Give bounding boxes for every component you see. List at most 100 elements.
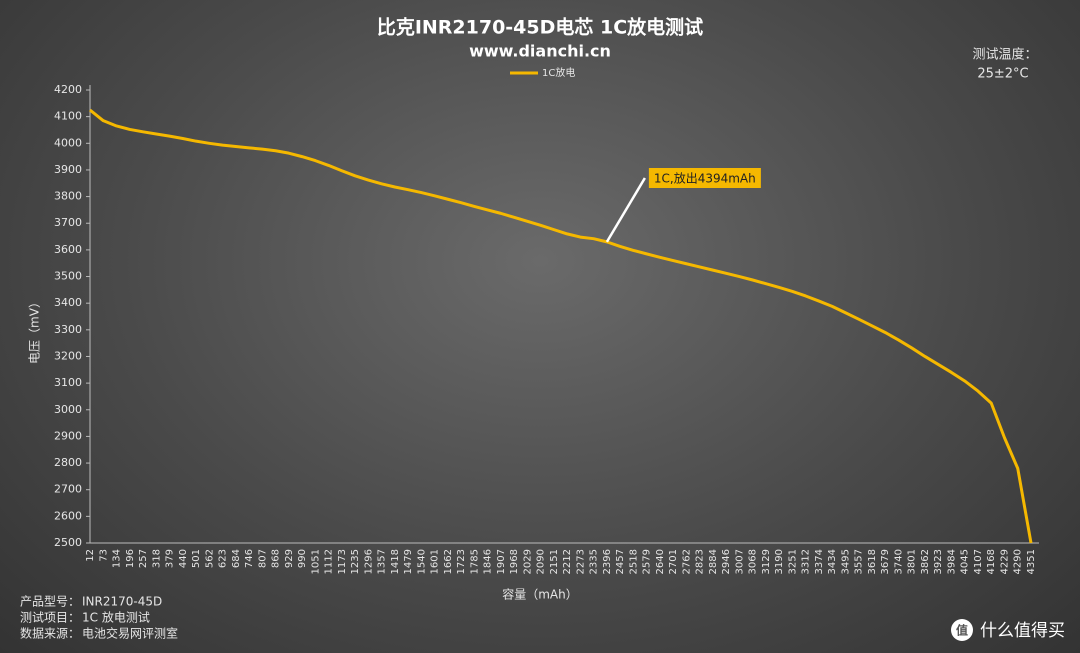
- x-tick-label: 1173: [337, 549, 348, 574]
- watermark: 什么值得买: [980, 621, 1065, 641]
- x-tick-label: 2762: [681, 549, 692, 574]
- note: 测试温度：: [972, 47, 1037, 63]
- x-tick-label: 2946: [721, 549, 732, 574]
- annotation-box: [648, 168, 761, 188]
- x-tick-label: 257: [138, 549, 149, 568]
- x-tick-label: 2090: [536, 549, 547, 574]
- x-tick-label: 2701: [668, 549, 679, 574]
- x-tick-label: 2151: [549, 549, 560, 574]
- x-tick-label: 623: [218, 549, 229, 568]
- x-tick-label: 3984: [946, 549, 957, 574]
- y-tick-label: 2500: [54, 536, 82, 549]
- note: 25±2°C: [977, 67, 1028, 82]
- x-tick-label: 2457: [615, 549, 626, 574]
- x-tick-label: 3557: [854, 549, 865, 574]
- x-tick-label: 684: [231, 549, 242, 568]
- x-tick-label: 12: [85, 549, 96, 562]
- x-tick-label: 2518: [628, 549, 639, 574]
- x-tick-label: 1479: [403, 549, 414, 574]
- x-tick-label: 2029: [522, 549, 533, 574]
- x-tick-label: 4168: [986, 549, 997, 574]
- x-tick-label: 2212: [562, 549, 573, 574]
- y-tick-label: 3300: [54, 323, 82, 336]
- x-tick-label: 1051: [310, 549, 321, 574]
- y-tick-label: 4200: [54, 83, 82, 96]
- x-tick-label: 2579: [642, 549, 653, 574]
- y-tick-label: 2700: [54, 483, 82, 496]
- y-tick-label: 3400: [54, 296, 82, 309]
- footer-label: 数据来源：: [20, 626, 80, 641]
- x-tick-label: 2823: [695, 549, 706, 574]
- annotation: 1C,放出4394mAh: [654, 171, 756, 186]
- x-tick-label: 3434: [827, 549, 838, 574]
- x-tick-label: 3679: [880, 549, 891, 574]
- x-tick-label: 1235: [350, 549, 361, 574]
- x-tick-label: 2640: [655, 549, 666, 574]
- x-tick-label: 3312: [801, 549, 812, 574]
- x-tick-label: 73: [98, 549, 109, 562]
- x-tick-label: 196: [125, 549, 136, 568]
- y-tick-label: 3000: [54, 403, 82, 416]
- x-tick-label: 868: [271, 549, 282, 568]
- y-tick-label: 3600: [54, 243, 82, 256]
- x-tick-label: 3923: [933, 549, 944, 574]
- x-tick-label: 4045: [960, 549, 971, 574]
- x-tick-label: 562: [204, 549, 215, 568]
- x-tick-label: 1540: [416, 549, 427, 574]
- y-tick-label: 3200: [54, 349, 82, 362]
- x-tick-label: 1418: [390, 549, 401, 574]
- x-tick-label: 440: [178, 549, 189, 568]
- x-tick-label: 1296: [363, 549, 374, 574]
- x-tick-label: 3862: [920, 549, 931, 574]
- x-tick-label: 1662: [443, 549, 454, 574]
- y-tick-label: 4000: [54, 136, 82, 149]
- x-tick-label: 2335: [589, 549, 600, 574]
- x-tick-label: 3618: [867, 549, 878, 574]
- legend-label: 1C放电: [542, 66, 575, 79]
- x-tick-label: 1112: [324, 549, 335, 574]
- x-tick-label: 1785: [469, 549, 480, 574]
- x-tick-label: 1723: [456, 549, 467, 574]
- x-tick-label: 4351: [1026, 549, 1037, 574]
- x-axis-title: 容量（mAh）: [502, 587, 578, 602]
- x-tick-label: 1357: [377, 549, 388, 574]
- footer-value: 电池交易网评测室: [82, 626, 178, 641]
- x-tick-label: 2884: [708, 549, 719, 574]
- y-tick-label: 2800: [54, 456, 82, 469]
- y-tick-label: 3800: [54, 190, 82, 203]
- annotation-leader: [605, 177, 646, 243]
- x-tick-label: 1846: [483, 549, 494, 574]
- x-tick-label: 1907: [496, 549, 507, 574]
- x-tick-label: 3374: [814, 549, 825, 574]
- x-tick-label: 4107: [973, 549, 984, 574]
- watermark-icon-bg: [951, 619, 973, 641]
- x-tick-label: 746: [244, 549, 255, 568]
- x-tick-label: 3129: [761, 549, 772, 574]
- y-axis-title: 电压（mV）: [28, 296, 42, 364]
- footer-value: 1C 放电测试: [82, 610, 150, 625]
- line: [89, 108, 1033, 544]
- x-tick-label: 3495: [840, 549, 851, 574]
- chart-subtitle: www.dianchi.cn: [469, 42, 611, 61]
- x-tick-label: 4229: [999, 549, 1010, 574]
- x-tick-label: 929: [284, 549, 295, 568]
- footer-label: 产品型号：: [20, 595, 80, 609]
- x-tick-label: 134: [112, 549, 123, 568]
- x-tick-label: 3251: [787, 549, 798, 574]
- x-tick-label: 2396: [602, 549, 613, 574]
- x-tick-label: 3190: [774, 549, 785, 574]
- x-tick-label: 318: [151, 549, 162, 568]
- y-tick-label: 2600: [54, 509, 82, 522]
- x-tick-label: 3801: [907, 549, 918, 574]
- x-tick-label: 990: [297, 549, 308, 568]
- x-tick-label: 4290: [1013, 549, 1024, 574]
- x-tick-label: 1601: [430, 549, 441, 574]
- y-tick-label: 4100: [54, 110, 82, 123]
- x-tick-label: 2273: [575, 549, 586, 574]
- x-tick-label: 3740: [893, 549, 904, 574]
- x-tick-label: 501: [191, 549, 202, 568]
- x-tick-label: 3007: [734, 549, 745, 574]
- y-tick-label: 3700: [54, 216, 82, 229]
